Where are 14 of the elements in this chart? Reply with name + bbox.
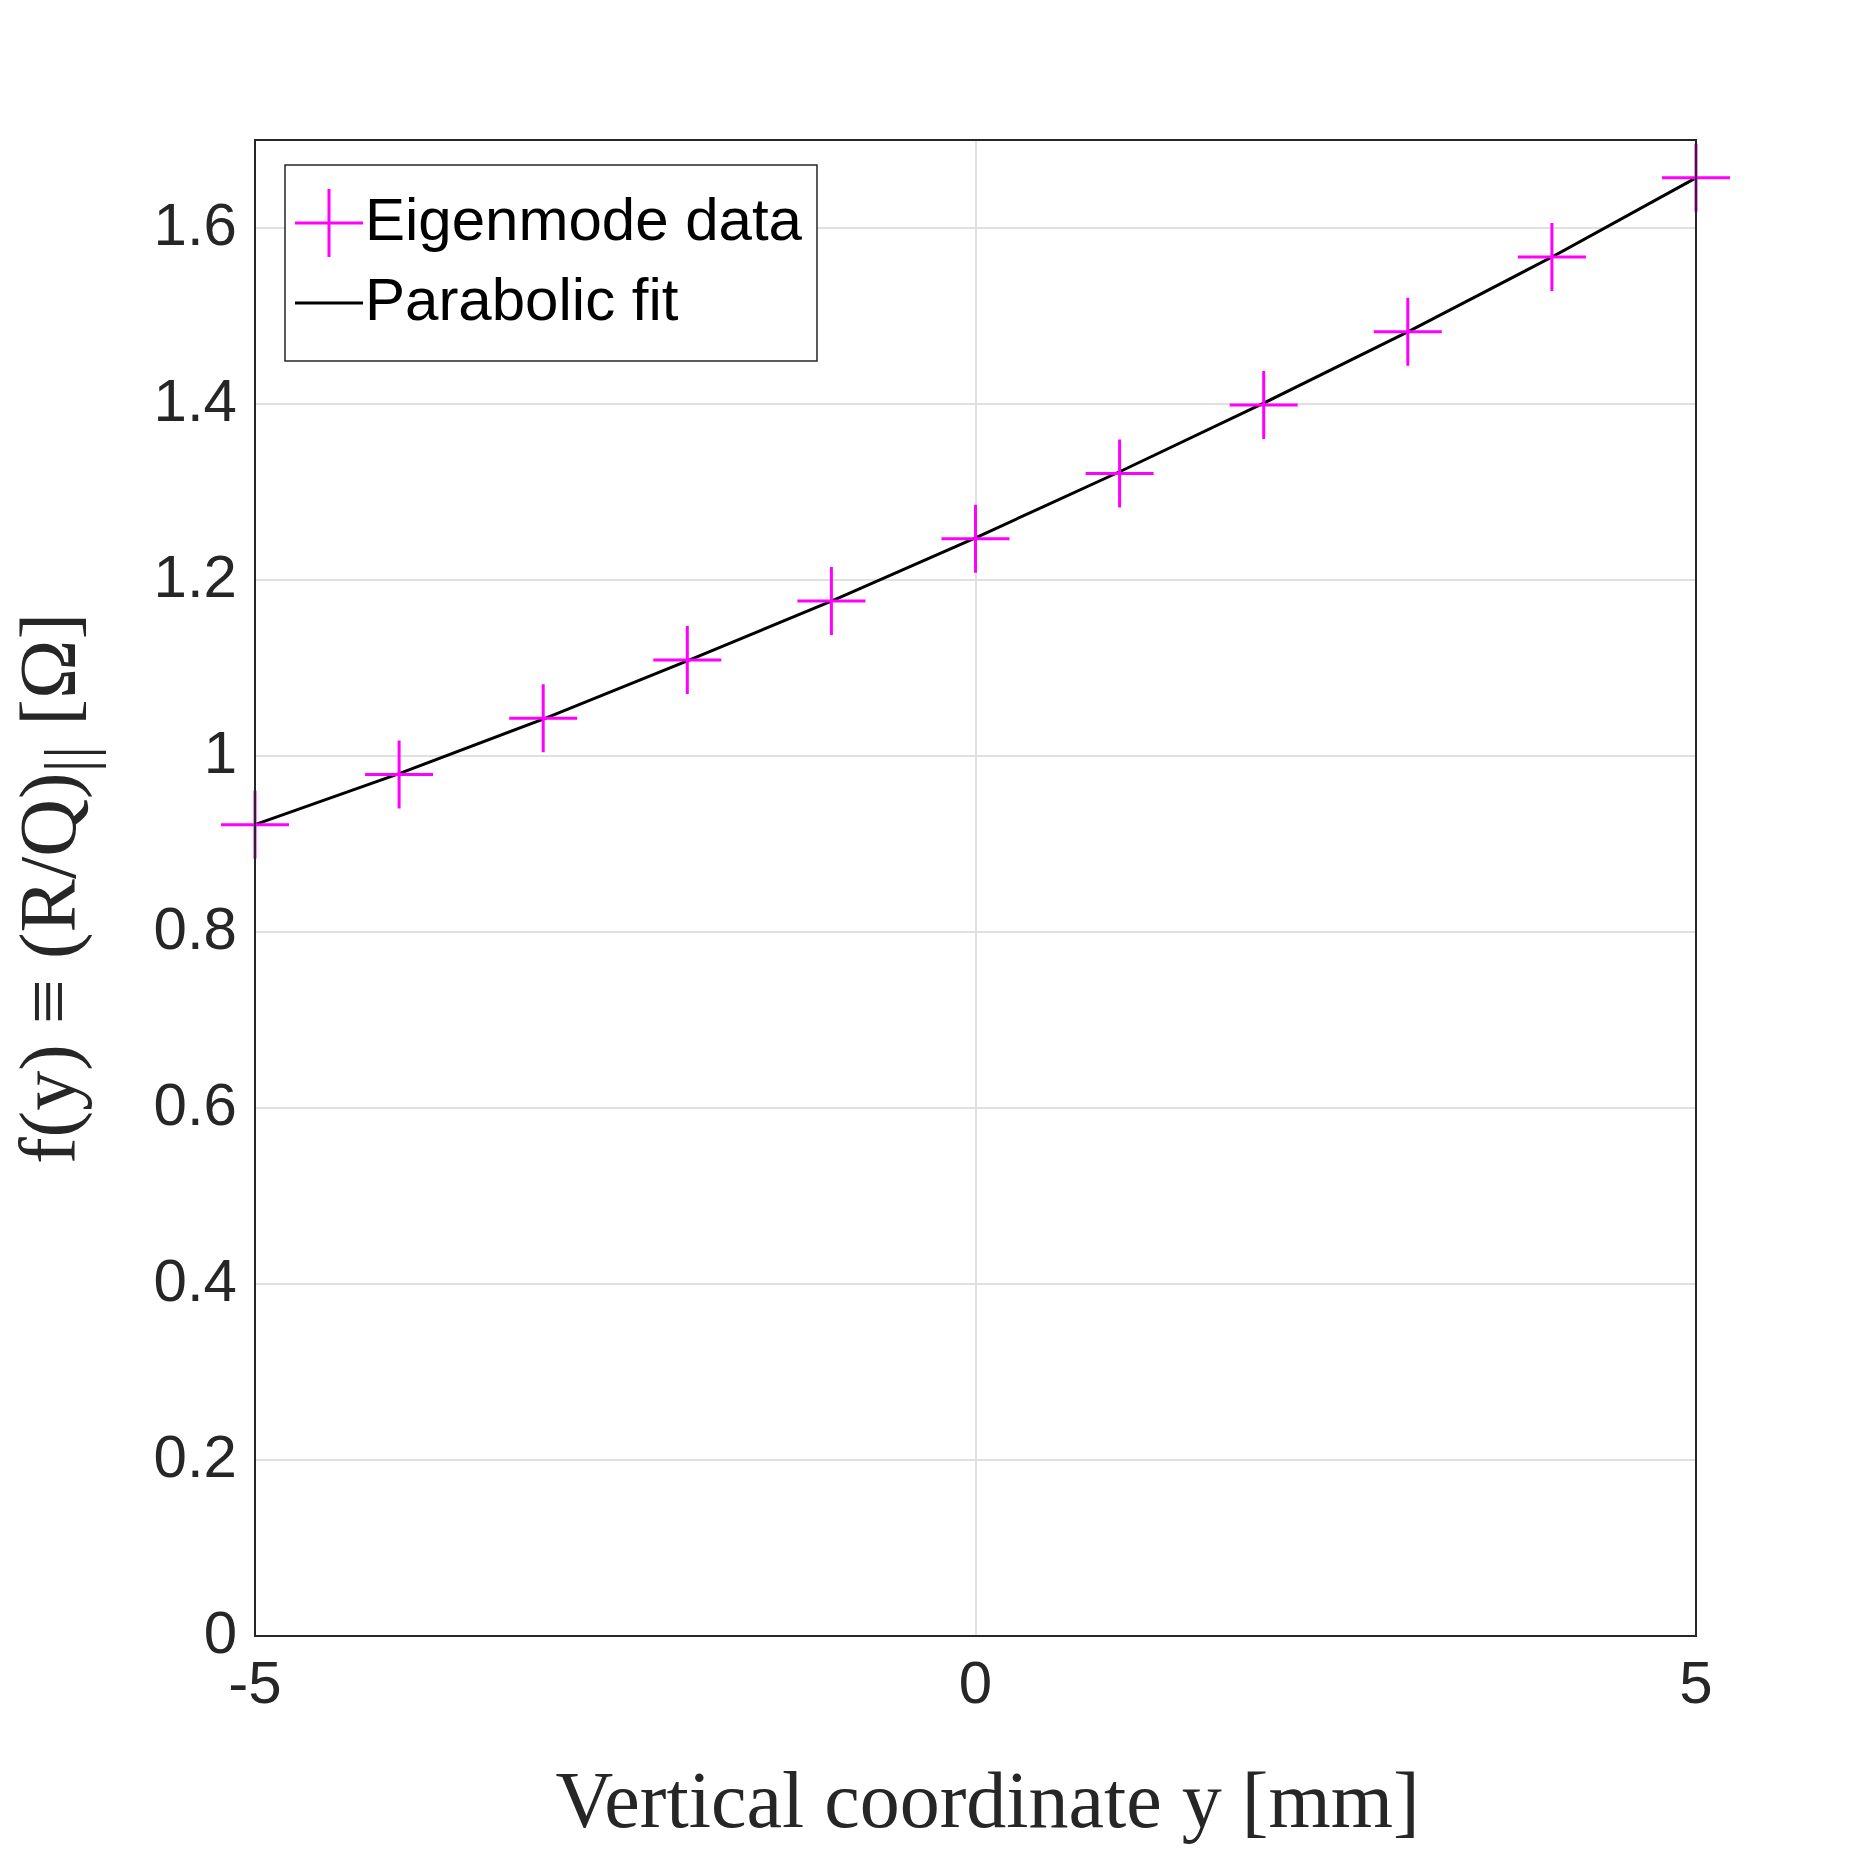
y-tick-label: 0.6 xyxy=(153,1070,237,1138)
y-tick-label: 1.2 xyxy=(153,542,237,610)
y-tick-label: 0.8 xyxy=(153,894,237,962)
x-tick-label: 5 xyxy=(1679,1648,1713,1716)
y-tick-label: 1 xyxy=(203,718,237,786)
y-tick-label: 1.4 xyxy=(153,366,237,434)
y-tick-label: 0.4 xyxy=(153,1246,237,1314)
y-tick-label: 1.6 xyxy=(153,190,237,258)
legend-label: Parabolic fit xyxy=(365,265,679,333)
legend-label: Eigenmode data xyxy=(365,185,803,253)
y-tick-label: 0 xyxy=(203,1598,237,1666)
x-tick-label: 0 xyxy=(958,1648,993,1716)
x-axis-title: Vertical coordinate y [mm] xyxy=(554,1755,1421,1846)
y-tick-label: 0.2 xyxy=(153,1422,237,1490)
